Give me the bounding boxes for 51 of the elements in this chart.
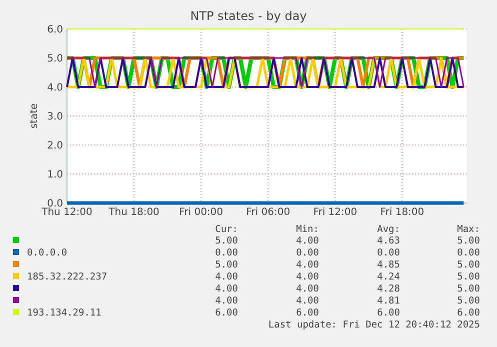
text: Last update: Fri Dec 12 20:40:12 2025 [268, 320, 480, 330]
legend-label: 185.32.222.237 [27, 272, 108, 282]
text: 4.00 [296, 272, 320, 282]
y-tick-label: 3.0 [47, 112, 63, 122]
legend-label: 0.0.0.0 [27, 248, 68, 258]
text: 0.00 [296, 248, 320, 258]
text: 5.00 [215, 236, 238, 246]
text: 0.00 [457, 248, 480, 258]
text: 6.00 [457, 308, 480, 318]
y-tick-label: 0.0 [47, 198, 63, 210]
x-tick-label: Thu 12:00 [40, 207, 92, 218]
text: 4.00 [215, 272, 238, 282]
text: 4.85 [377, 260, 400, 270]
text: 5.00 [215, 260, 238, 270]
text: 4.81 [377, 296, 400, 306]
text: 6.00 [215, 308, 238, 318]
text: 4.28 [377, 284, 400, 294]
y-tick-label: 5.0 [47, 54, 63, 64]
text: 4.00 [296, 284, 320, 294]
text: 4.00 [296, 260, 320, 270]
text: 5.00 [457, 296, 480, 306]
x-tick-label: Fri 00:00 [179, 207, 224, 218]
x-tick-label: Thu 18:00 [108, 207, 160, 218]
text: 6.00 [377, 308, 400, 318]
x-tick-label: Fri 06:00 [246, 207, 290, 218]
text: 6.00 [296, 308, 320, 318]
text: 4.24 [377, 272, 400, 282]
text: 5.00 [457, 260, 480, 270]
text: 0.00 [215, 248, 238, 258]
text: 5.00 [457, 284, 480, 294]
text: Avg: [377, 224, 400, 235]
x-tick-label: Fri 12:00 [313, 207, 358, 218]
y-axis-title: state [29, 103, 40, 129]
y-tick-label: 2.0 [47, 140, 63, 152]
text: Min: [296, 224, 319, 235]
y-tick-label: 6.0 [47, 24, 63, 36]
legend-label: 193.134.29.11 [27, 308, 102, 318]
text: Max: [457, 224, 480, 235]
text: 4.00 [296, 296, 320, 306]
text: 4.00 [215, 284, 238, 294]
text: 5.00 [457, 236, 480, 246]
x-tick-label: Fri 18:00 [380, 207, 424, 218]
chart-title: NTP states - by day [190, 9, 307, 23]
text: Cur: [215, 224, 238, 235]
text: 4.00 [296, 236, 320, 246]
text: 0.00 [377, 248, 400, 258]
text: 4.00 [215, 296, 238, 306]
y-tick-label: 1.0 [47, 170, 63, 180]
text: 4.63 [377, 236, 400, 246]
y-tick-label: 4.0 [47, 82, 63, 94]
text: 5.00 [457, 272, 480, 282]
